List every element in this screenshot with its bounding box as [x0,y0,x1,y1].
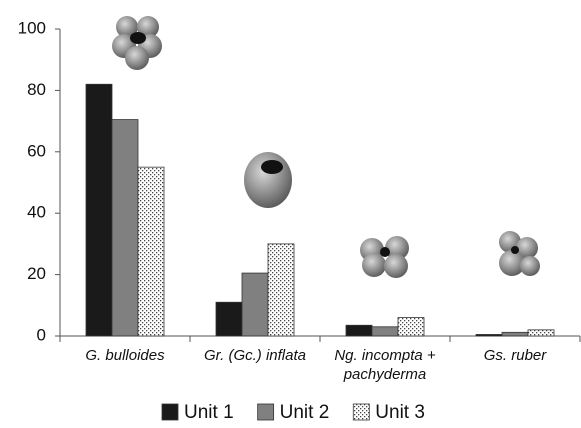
shell-icon [244,152,292,208]
bar [267,243,295,337]
legend-swatch [352,403,370,421]
x-tick-label: Gs. ruber [483,347,547,364]
bar [501,331,529,337]
x-tick-label: Gr. (Gc.) inflata [204,347,306,364]
legend-label: Unit 2 [280,402,330,423]
y-tick-label: 60 [27,141,46,160]
bar [527,329,555,337]
bar [397,317,425,337]
shell-icon [360,236,409,278]
bar [85,83,113,337]
bar [345,324,373,337]
x-tick-label: Ng. incompta + pachyderma [334,347,436,383]
legend-swatch [257,403,275,421]
bar [475,334,503,337]
bar [241,272,269,337]
bar [371,326,399,337]
y-tick-label: 100 [18,18,46,37]
bar [111,119,139,337]
legend-label: Unit 3 [375,402,425,423]
y-tick-label: 20 [27,264,46,283]
shell-icon [112,16,162,70]
y-tick-label: 80 [27,80,46,99]
legend-swatch [161,403,179,421]
y-tick-label: 40 [27,203,46,222]
x-tick-label: G. bulloides [85,347,165,364]
bar [215,301,243,337]
legend-label: Unit 1 [184,402,234,423]
bar [137,166,165,337]
shell-icon [499,231,540,276]
y-tick-label: 0 [37,325,46,344]
